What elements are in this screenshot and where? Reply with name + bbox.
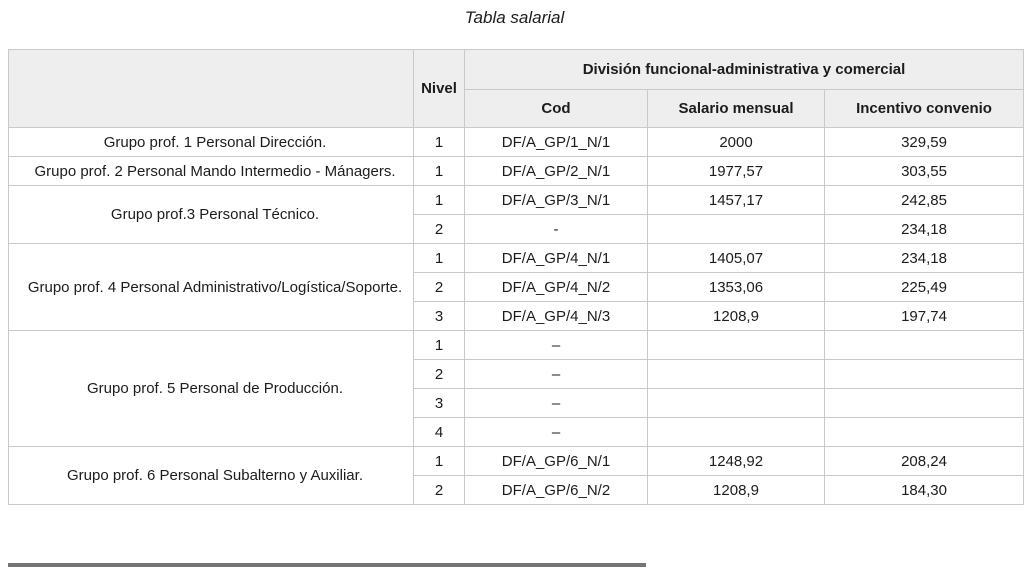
cod-cell: DF/A_GP/4_N/3 <box>465 302 648 331</box>
nivel-cell: 1 <box>414 128 465 157</box>
group-name-cell: Grupo prof. 5 Personal de Producción. <box>9 331 414 447</box>
salario-cell: 1405,07 <box>648 244 825 273</box>
group-name-cell: Grupo prof. 4 Personal Administrativo/Lo… <box>9 244 414 331</box>
salario-cell: 1977,57 <box>648 157 825 186</box>
nivel-cell: 1 <box>414 331 465 360</box>
nivel-cell: 2 <box>414 215 465 244</box>
table-row: Grupo prof. 2 Personal Mando Intermedio … <box>9 157 1024 186</box>
incentivo-cell <box>825 331 1024 360</box>
nivel-cell: 4 <box>414 418 465 447</box>
cod-cell: – <box>465 389 648 418</box>
incentivo-cell: 234,18 <box>825 244 1024 273</box>
cod-cell: DF/A_GP/4_N/1 <box>465 244 648 273</box>
cod-cell: – <box>465 418 648 447</box>
header-row-1: Nivel División funcional-administrativa … <box>9 50 1024 90</box>
nivel-cell: 2 <box>414 360 465 389</box>
incentivo-cell <box>825 418 1024 447</box>
cod-cell: DF/A_GP/6_N/1 <box>465 447 648 476</box>
salario-cell: 1208,9 <box>648 476 825 505</box>
header-nivel: Nivel <box>414 50 465 128</box>
group-name-cell: Grupo prof.3 Personal Técnico. <box>9 186 414 244</box>
page-title: Tabla salarial <box>465 8 565 28</box>
salario-cell: 1248,92 <box>648 447 825 476</box>
nivel-cell: 3 <box>414 302 465 331</box>
cod-cell: – <box>465 360 648 389</box>
cod-cell: DF/A_GP/4_N/2 <box>465 273 648 302</box>
incentivo-cell: 303,55 <box>825 157 1024 186</box>
salario-cell: 2000 <box>648 128 825 157</box>
incentivo-cell: 225,49 <box>825 273 1024 302</box>
nivel-cell: 1 <box>414 157 465 186</box>
incentivo-cell: 208,24 <box>825 447 1024 476</box>
salario-cell <box>648 215 825 244</box>
table-row: Grupo prof. 6 Personal Subalterno y Auxi… <box>9 447 1024 476</box>
salario-cell: 1457,17 <box>648 186 825 215</box>
table-row: Grupo prof. 5 Personal de Producción. 1 … <box>9 331 1024 360</box>
cod-cell: – <box>465 331 648 360</box>
table-row: Grupo prof. 4 Personal Administrativo/Lo… <box>9 244 1024 273</box>
incentivo-cell: 197,74 <box>825 302 1024 331</box>
group-name-cell: Grupo prof. 1 Personal Dirección. <box>9 128 414 157</box>
incentivo-cell: 329,59 <box>825 128 1024 157</box>
salary-table: Nivel División funcional-administrativa … <box>8 49 1024 505</box>
incentivo-cell: 234,18 <box>825 215 1024 244</box>
nivel-cell: 1 <box>414 186 465 215</box>
bottom-dark-bar <box>8 563 646 567</box>
table-row: Grupo prof. 1 Personal Dirección. 1 DF/A… <box>9 128 1024 157</box>
nivel-cell: 3 <box>414 389 465 418</box>
incentivo-cell <box>825 360 1024 389</box>
nivel-cell: 2 <box>414 476 465 505</box>
nivel-cell: 1 <box>414 244 465 273</box>
header-salario: Salario mensual <box>648 90 825 128</box>
group-name-cell: Grupo prof. 6 Personal Subalterno y Auxi… <box>9 447 414 505</box>
header-cod: Cod <box>465 90 648 128</box>
salario-cell: 1208,9 <box>648 302 825 331</box>
nivel-cell: 2 <box>414 273 465 302</box>
salario-cell <box>648 331 825 360</box>
page: Tabla salarial Nivel División funcional-… <box>0 0 1029 569</box>
salario-cell <box>648 360 825 389</box>
cod-cell: DF/A_GP/6_N/2 <box>465 476 648 505</box>
cod-cell: DF/A_GP/2_N/1 <box>465 157 648 186</box>
cod-cell: DF/A_GP/1_N/1 <box>465 128 648 157</box>
table-row: Grupo prof.3 Personal Técnico. 1 DF/A_GP… <box>9 186 1024 215</box>
salario-cell <box>648 389 825 418</box>
cod-cell: - <box>465 215 648 244</box>
incentivo-cell <box>825 389 1024 418</box>
cod-cell: DF/A_GP/3_N/1 <box>465 186 648 215</box>
header-incentivo: Incentivo convenio <box>825 90 1024 128</box>
salario-cell <box>648 418 825 447</box>
incentivo-cell: 242,85 <box>825 186 1024 215</box>
header-group-empty <box>9 50 414 128</box>
nivel-cell: 1 <box>414 447 465 476</box>
incentivo-cell: 184,30 <box>825 476 1024 505</box>
title-container: Tabla salarial <box>0 8 1029 28</box>
salario-cell: 1353,06 <box>648 273 825 302</box>
group-name-cell: Grupo prof. 2 Personal Mando Intermedio … <box>9 157 414 186</box>
header-division: División funcional-administrativa y come… <box>465 50 1024 90</box>
